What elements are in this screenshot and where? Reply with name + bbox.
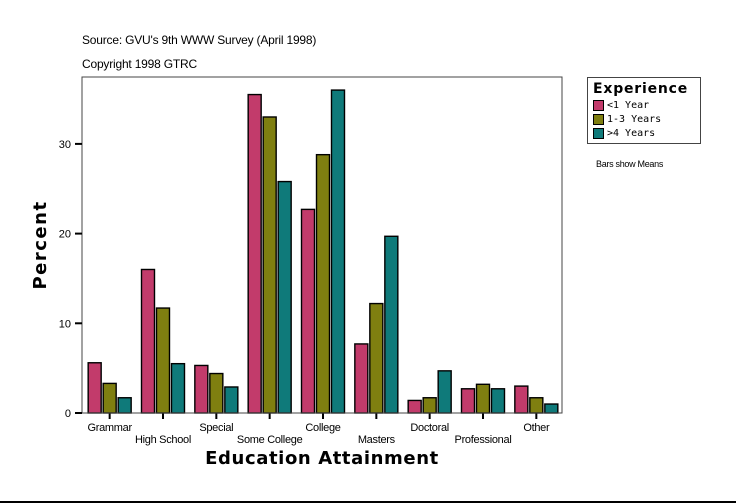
bar xyxy=(315,153,331,414)
legend-item-lt1-year: <1 Year xyxy=(593,99,649,112)
legend-swatch xyxy=(593,128,604,139)
copyright-caption: Copyright 1998 GTRC xyxy=(82,57,197,71)
bar xyxy=(437,370,452,414)
bar xyxy=(209,372,224,414)
legend-title: Experience xyxy=(593,81,689,97)
y-tick-label: 10 xyxy=(59,318,71,330)
bars xyxy=(87,89,559,414)
y-tick-label: 0 xyxy=(65,408,71,420)
legend-swatch xyxy=(593,114,604,125)
bar xyxy=(224,386,239,414)
bar xyxy=(407,399,422,414)
bar xyxy=(384,235,399,414)
x-tick-label: High School xyxy=(135,434,191,446)
x-tick-label: Doctoral xyxy=(410,422,449,434)
legend-label: <1 Year xyxy=(607,100,650,111)
legend-label: 1-3 Years xyxy=(607,114,662,125)
x-axis-title: Education Attainment xyxy=(205,448,439,469)
bar xyxy=(87,362,102,414)
y-tick-label: 30 xyxy=(59,139,71,151)
bar xyxy=(247,93,262,414)
legend-item-gt4-years: >4 Years xyxy=(593,127,655,140)
legend-swatch xyxy=(593,100,604,111)
legend-item-1-3-years: 1-3 Years xyxy=(593,113,661,126)
y-axis: 0 10 20 30 xyxy=(59,139,82,420)
bar xyxy=(117,397,132,414)
bar xyxy=(262,116,277,414)
bar xyxy=(300,208,316,414)
x-tick-label: Masters xyxy=(358,434,396,446)
bar xyxy=(102,382,117,414)
bar xyxy=(354,343,369,414)
x-tick-label: College xyxy=(305,422,340,434)
bar xyxy=(475,383,491,414)
x-tick-label: Grammar xyxy=(87,422,132,434)
bar xyxy=(544,403,559,414)
y-axis-title: Percent xyxy=(30,200,51,289)
y-tick-label: 20 xyxy=(59,229,71,241)
bars-note: Bars show Means xyxy=(596,159,664,169)
bar xyxy=(277,180,292,414)
bar xyxy=(514,385,529,414)
x-tick-label: Other xyxy=(523,422,550,434)
legend: Experience <1 Year 1-3 Years >4 Years xyxy=(587,77,701,144)
legend-label: >4 Years xyxy=(607,128,656,139)
bar xyxy=(422,397,437,414)
bottom-divider xyxy=(0,501,736,503)
x-tick-label: Some College xyxy=(237,434,303,446)
bar xyxy=(460,388,476,414)
bar xyxy=(330,89,346,414)
bar xyxy=(140,268,156,414)
x-tick-label: Special xyxy=(199,422,233,434)
bar xyxy=(155,307,171,414)
bar xyxy=(170,362,186,414)
bar xyxy=(194,364,209,414)
bar xyxy=(490,388,506,414)
bar xyxy=(529,397,544,414)
source-caption: Source: GVU's 9th WWW Survey (April 1998… xyxy=(82,33,317,47)
bar xyxy=(369,302,384,414)
x-tick-label: Professional xyxy=(455,434,512,446)
